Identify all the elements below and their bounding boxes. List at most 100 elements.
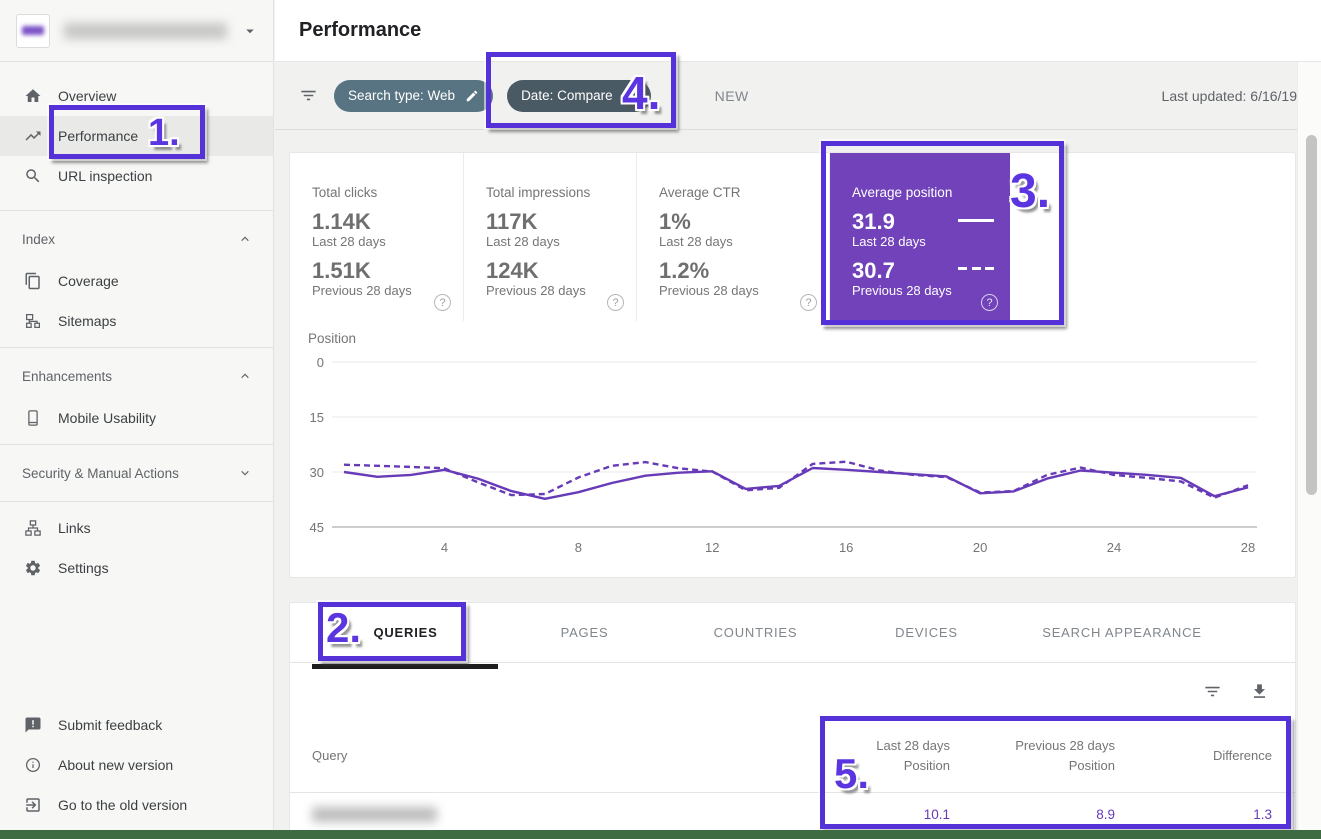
chevron-down-icon: [246, 29, 254, 33]
metric-value-current: 1.14K: [312, 209, 371, 234]
sidebar-section-security-manual-actions[interactable]: Security & Manual Actions: [0, 451, 273, 495]
scrollbar-thumb[interactable]: [1306, 135, 1317, 495]
column-header-difference[interactable]: Difference: [1212, 747, 1272, 763]
info-icon: [25, 757, 41, 773]
exit-icon: [26, 798, 40, 812]
metric-caption-current: Last 28 days: [312, 234, 386, 249]
active-tab-underline: [312, 664, 498, 669]
sidebar-item-coverage[interactable]: Coverage: [0, 261, 273, 301]
sidebar-item-mobile-usability[interactable]: Mobile Usability: [0, 398, 273, 438]
chevron-up-icon: [241, 236, 249, 242]
filter-bar: Search type: Web Date: Compare NEW Last …: [275, 62, 1321, 130]
svg-text:20: 20: [973, 540, 987, 555]
table-header-row: Query Last 28 days Position Previous 28 d…: [290, 719, 1295, 793]
property-selector[interactable]: [0, 0, 273, 62]
svg-text:24: 24: [1107, 540, 1121, 555]
sidebar-item-about-new-version[interactable]: About new version: [0, 745, 273, 785]
tab-queries[interactable]: QUERIES: [373, 625, 438, 640]
sidebar: Overview Performance URL inspection Inde…: [0, 0, 274, 839]
tab-devices[interactable]: DEVICES: [895, 625, 958, 640]
home-icon: [25, 89, 41, 102]
table-row[interactable]: 10.1 8.9 1.3: [290, 793, 1295, 833]
metric-caption-current: Last 28 days: [852, 234, 926, 249]
help-icon[interactable]: ?: [434, 294, 451, 311]
filter-icon[interactable]: [299, 86, 318, 105]
sidebar-item-go-to-old-version[interactable]: Go to the old version: [0, 785, 273, 825]
chart-ylabel: Position: [308, 331, 357, 346]
feedback-icon: [25, 717, 41, 733]
metric-value-current: 117K: [486, 209, 538, 234]
svg-text:45: 45: [310, 520, 324, 535]
solid-line-key: [958, 219, 994, 222]
metric-card-average-position[interactable]: Average position 31.9 Last 28 days 30.7 …: [830, 153, 1010, 321]
date-compare-chip[interactable]: Date: Compare: [507, 79, 651, 112]
sidebar-section-enhancements[interactable]: Enhancements: [0, 354, 273, 398]
metric-value-previous: 1.2%: [659, 258, 710, 283]
sidebar-item-label: Sitemaps: [58, 313, 117, 329]
metric-value-previous: 1.51K: [312, 258, 371, 283]
svg-text:15: 15: [310, 410, 324, 425]
sidebar-item-performance[interactable]: Performance: [0, 116, 273, 156]
dashed-line-key: [958, 267, 994, 270]
metric-card-average-ctr[interactable]: Average CTR 1% Last 28 days 1.2% Previou…: [637, 153, 830, 321]
search-type-chip[interactable]: Search type: Web: [334, 79, 494, 112]
sidebar-item-label: URL inspection: [58, 168, 153, 184]
sidebar-item-label: Performance: [58, 128, 139, 144]
sidebar-item-label: Submit feedback: [58, 717, 163, 733]
pencil-icon: [624, 90, 635, 101]
sidebar-item-label: Coverage: [58, 273, 119, 289]
cell-position-last: 10.1: [923, 806, 950, 822]
query-text-blurred: [312, 806, 437, 822]
sidebar-item-settings[interactable]: Settings: [0, 548, 273, 588]
divider: [0, 347, 273, 348]
property-logo: [16, 13, 50, 48]
main-area: Performance Search type: Web Date: Compa…: [275, 0, 1321, 839]
help-icon[interactable]: ?: [800, 294, 817, 311]
sidebar-item-sitemaps[interactable]: Sitemaps: [0, 301, 273, 341]
chip-label: Search type: Web: [348, 88, 456, 103]
table-filter-icon[interactable]: [1203, 682, 1222, 701]
scrollbar-track[interactable]: [1297, 62, 1321, 839]
line-chart-canvas: 0 15 30 45 4 8 12 16 20 24 28: [310, 355, 1257, 555]
sidebar-item-label: Go to the old version: [58, 797, 188, 813]
sidebar-item-label: Mobile Usability: [58, 410, 157, 426]
tab-pages[interactable]: PAGES: [560, 625, 609, 640]
dimension-tabs: QUERIES PAGES COUNTRIES DEVICES SEARCH A…: [290, 603, 1295, 669]
sidebar-footer: Submit feedback About new version Go to …: [0, 705, 273, 825]
column-header-last-28-days-position[interactable]: Last 28 days Position: [876, 737, 950, 773]
tab-search-appearance[interactable]: SEARCH APPEARANCE: [1042, 625, 1202, 640]
metric-value-previous: 30.7: [852, 258, 895, 283]
svg-text:4: 4: [441, 540, 448, 555]
sidebar-item-submit-feedback[interactable]: Submit feedback: [0, 705, 273, 745]
column-header-previous-28-days-position[interactable]: Previous 28 days Position: [1015, 737, 1115, 773]
section-label: Index: [22, 231, 56, 247]
content: Total clicks 1.14K Last 28 days 1.51K Pr…: [289, 152, 1296, 834]
sidebar-item-links[interactable]: Links: [0, 508, 273, 548]
metric-label: Total impressions: [486, 185, 591, 200]
sidebar-item-label: Overview: [58, 88, 117, 104]
mobile-icon: [28, 410, 38, 426]
metric-label: Average position: [852, 185, 953, 200]
pages-icon: [25, 272, 40, 290]
help-icon[interactable]: ?: [607, 294, 624, 311]
last-updated: Last updated: 6/16/19: [1161, 87, 1297, 104]
property-name-blurred: [64, 22, 227, 39]
metric-caption-previous: Previous 28 days: [486, 283, 586, 298]
sidebar-item-url-inspection[interactable]: URL inspection: [0, 156, 273, 196]
help-icon[interactable]: ?: [981, 294, 998, 311]
metric-card-total-impressions[interactable]: Total impressions 117K Last 28 days 124K…: [464, 153, 637, 321]
column-header-query[interactable]: Query: [312, 747, 348, 763]
metric-value-current: 31.9: [852, 209, 895, 234]
metric-value-previous: 124K: [486, 258, 539, 283]
new-badge: NEW: [714, 87, 749, 104]
sidebar-section-index[interactable]: Index: [0, 217, 273, 261]
download-icon[interactable]: [1250, 682, 1269, 701]
chip-label: Date: Compare: [521, 88, 613, 103]
svg-text:16: 16: [839, 540, 853, 555]
table-toolbar: [290, 663, 1295, 719]
pencil-icon: [466, 90, 478, 101]
metric-caption-previous: Previous 28 days: [659, 283, 759, 298]
metric-card-total-clicks[interactable]: Total clicks 1.14K Last 28 days 1.51K Pr…: [290, 153, 464, 321]
sidebar-item-overview[interactable]: Overview: [0, 76, 273, 116]
tab-countries[interactable]: COUNTRIES: [713, 625, 798, 640]
